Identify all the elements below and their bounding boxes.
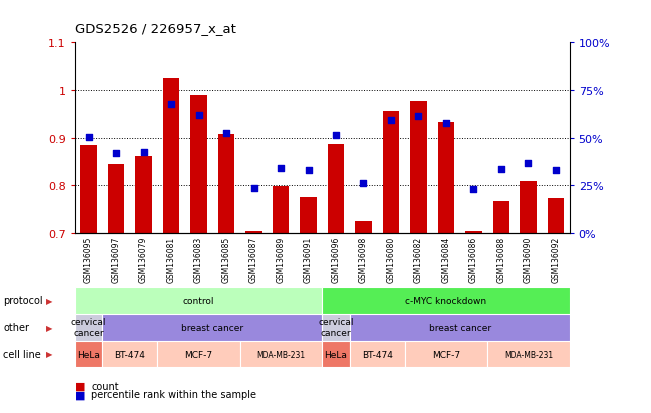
Text: ▶: ▶ — [46, 296, 52, 305]
Text: BT-474: BT-474 — [115, 350, 145, 358]
Bar — [80, 145, 97, 233]
Text: ■: ■ — [75, 389, 85, 399]
Bar — [218, 135, 234, 233]
Bar — [300, 198, 317, 233]
Bar — [520, 182, 536, 233]
Bar — [135, 157, 152, 233]
Text: control: control — [183, 296, 214, 305]
Bar — [273, 187, 289, 233]
Text: HeLa: HeLa — [77, 350, 100, 358]
Point — [551, 167, 561, 173]
Point — [276, 165, 286, 171]
Bar — [322, 314, 350, 341]
Text: MCF-7: MCF-7 — [432, 350, 460, 358]
Bar — [350, 314, 570, 341]
Point — [166, 102, 176, 109]
Point — [111, 150, 121, 157]
Bar — [190, 96, 207, 233]
Bar — [75, 341, 102, 368]
Point — [331, 133, 341, 139]
Bar — [75, 287, 322, 314]
Text: c-MYC knockdown: c-MYC knockdown — [406, 296, 486, 305]
Text: ▶: ▶ — [46, 350, 52, 358]
Text: MDA-MB-231: MDA-MB-231 — [256, 350, 305, 358]
Text: cervical
cancer: cervical cancer — [318, 318, 353, 337]
Bar — [108, 164, 124, 233]
Bar — [405, 341, 487, 368]
Point — [495, 166, 506, 173]
Text: count: count — [91, 381, 118, 391]
Point — [83, 134, 94, 141]
Bar — [102, 314, 322, 341]
Text: breast cancer: breast cancer — [428, 323, 491, 332]
Bar — [410, 101, 426, 233]
Bar — [102, 341, 158, 368]
Bar — [240, 341, 322, 368]
Bar — [327, 145, 344, 233]
Text: protocol: protocol — [3, 295, 43, 306]
Text: MCF-7: MCF-7 — [184, 350, 213, 358]
Text: breast cancer: breast cancer — [181, 323, 243, 332]
Text: cervical
cancer: cervical cancer — [71, 318, 106, 337]
Point — [248, 185, 258, 192]
Text: ▶: ▶ — [46, 323, 52, 332]
Text: MDA-MB-231: MDA-MB-231 — [504, 350, 553, 358]
Bar — [158, 341, 240, 368]
Point — [193, 113, 204, 119]
Bar — [322, 287, 570, 314]
Text: percentile rank within the sample: percentile rank within the sample — [91, 389, 256, 399]
Point — [221, 131, 231, 137]
Bar — [487, 341, 570, 368]
Point — [441, 121, 451, 127]
Text: ■: ■ — [75, 381, 85, 391]
Point — [139, 149, 149, 156]
Bar — [75, 314, 102, 341]
Bar — [245, 232, 262, 233]
Text: cell line: cell line — [3, 349, 41, 359]
Bar — [350, 341, 405, 368]
Bar — [465, 232, 482, 233]
Point — [468, 186, 478, 192]
Bar — [547, 199, 564, 233]
Bar — [383, 111, 399, 233]
Text: HeLa: HeLa — [325, 350, 348, 358]
Point — [523, 160, 534, 167]
Bar — [493, 201, 509, 233]
Point — [386, 117, 396, 123]
Bar — [355, 221, 372, 233]
Point — [413, 114, 424, 120]
Text: BT-474: BT-474 — [362, 350, 393, 358]
Bar — [163, 79, 179, 233]
Point — [358, 180, 368, 187]
Text: other: other — [3, 322, 29, 332]
Bar — [322, 341, 350, 368]
Text: GDS2526 / 226957_x_at: GDS2526 / 226957_x_at — [75, 22, 236, 35]
Point — [303, 167, 314, 173]
Bar — [437, 123, 454, 233]
